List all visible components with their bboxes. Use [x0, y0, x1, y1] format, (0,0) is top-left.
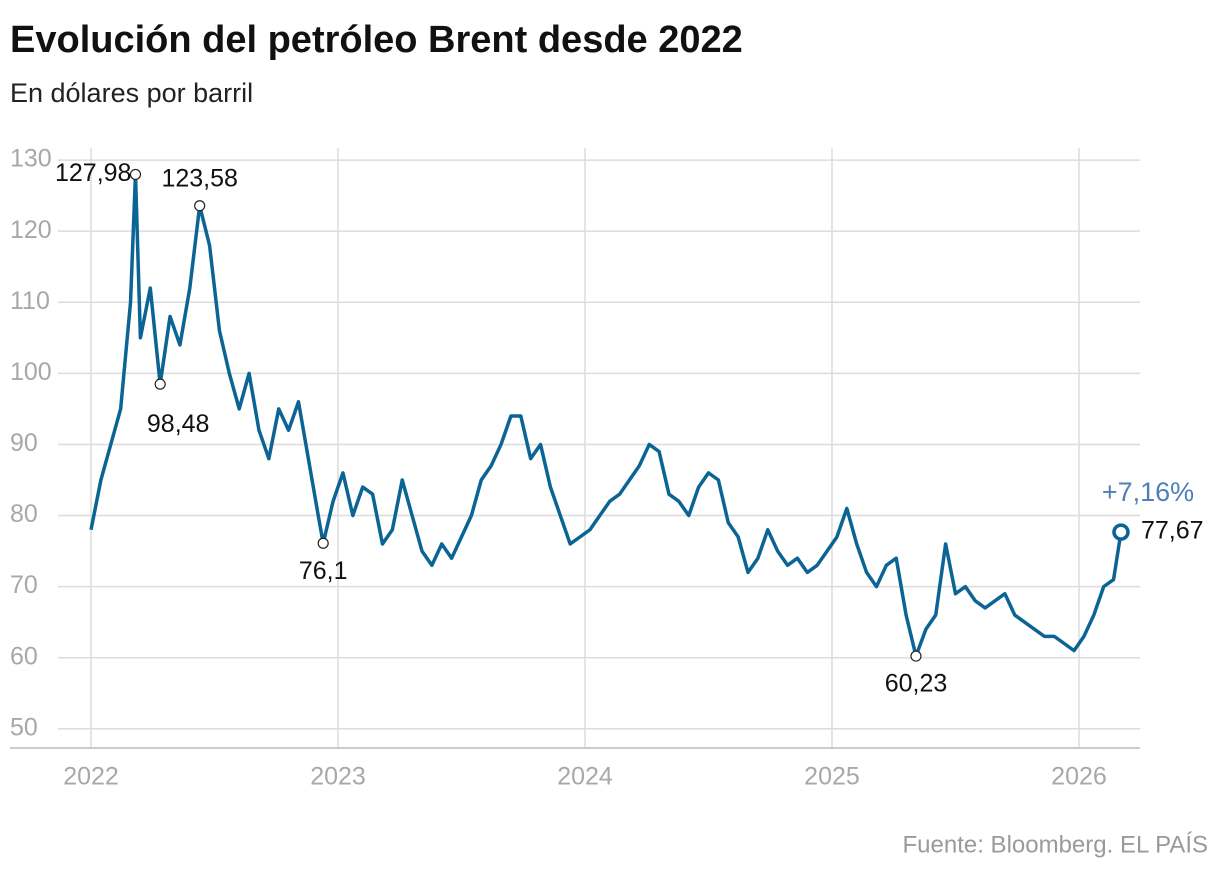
- y-tick-label: 130: [10, 145, 52, 173]
- chart-subtitle: En dólares por barril: [10, 78, 253, 108]
- y-tick-label: 60: [10, 642, 38, 670]
- y-tick-label: 50: [10, 713, 38, 741]
- annotation-label: 98,48: [147, 410, 210, 438]
- y-tick-label: 100: [10, 358, 52, 386]
- source: Fuente: Bloomberg. EL PAÍS: [903, 831, 1209, 858]
- annotation-label: 127,98: [55, 159, 131, 187]
- annotation-marker: [154, 378, 166, 390]
- annotation-marker: [317, 537, 329, 549]
- annotation-marker: [129, 168, 142, 181]
- annotation-marker: [194, 200, 206, 212]
- annotation-label: 77,67: [1141, 517, 1204, 545]
- chart-title: Evolución del petróleo Brent desde 2022: [10, 19, 743, 61]
- annotation-label: 76,1: [299, 557, 348, 585]
- annotation-marker: [910, 650, 922, 662]
- end-marker: [1112, 523, 1130, 541]
- price-line: [89, 172, 1123, 658]
- x-tick-label: 2024: [557, 763, 613, 791]
- x-tick-label: 2023: [310, 763, 366, 791]
- y-tick-label: 120: [10, 216, 52, 244]
- annotation-label: 60,23: [885, 670, 948, 698]
- annotation-label: 123,58: [161, 164, 237, 192]
- x-tick-label: 2026: [1051, 763, 1107, 791]
- x-tick-label: 2022: [63, 763, 119, 791]
- y-tick-label: 90: [10, 429, 38, 457]
- change-label: +7,16%: [1102, 477, 1194, 507]
- y-tick-label: 80: [10, 500, 38, 528]
- y-tick-label: 110: [10, 287, 50, 315]
- y-tick-label: 70: [10, 571, 38, 599]
- x-tick-label: 2025: [804, 763, 860, 791]
